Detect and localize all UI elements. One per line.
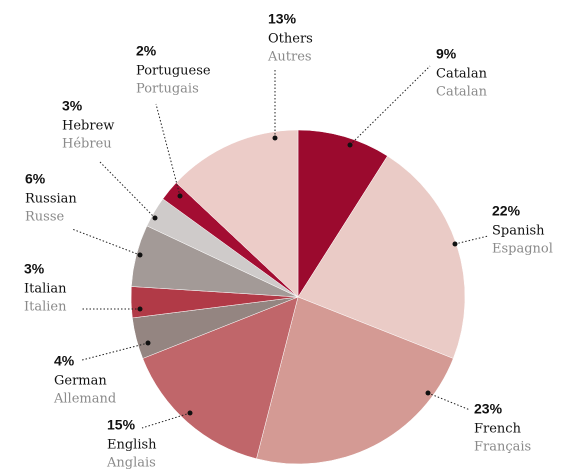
percent-label: 22% xyxy=(492,203,521,219)
leader-dot xyxy=(152,215,158,221)
percent-label: 15% xyxy=(107,417,136,433)
leader-dot xyxy=(177,193,183,199)
leader-line xyxy=(99,161,156,219)
category-label: French xyxy=(474,422,522,437)
leader-dot xyxy=(137,252,143,258)
percent-label: 4% xyxy=(54,353,75,369)
category-label: Italian xyxy=(24,282,67,297)
percent-label: 9% xyxy=(436,46,457,62)
category-label: Catalan xyxy=(436,67,488,82)
category-label: Portuguese xyxy=(136,64,211,79)
leader-dot xyxy=(137,306,143,312)
category-label-fr: Hébreu xyxy=(62,137,112,152)
pie-slice xyxy=(256,296,454,465)
category-label: German xyxy=(54,374,107,389)
percent-label: 13% xyxy=(268,11,297,27)
pie-slice xyxy=(175,129,299,298)
leader-line xyxy=(141,412,191,429)
category-label: Spanish xyxy=(492,224,545,239)
leader-line xyxy=(349,65,431,146)
percent-label: 3% xyxy=(62,98,83,114)
category-label-fr: Portugais xyxy=(136,82,199,97)
leader-dot xyxy=(187,410,193,416)
category-label: Others xyxy=(268,32,313,47)
leader-line xyxy=(71,228,141,256)
category-label: Russian xyxy=(25,192,77,207)
category-label-fr: Anglais xyxy=(106,456,156,471)
category-label-fr: Russe xyxy=(25,210,65,225)
category-label-fr: Catalan xyxy=(436,85,488,100)
leader-dot xyxy=(425,390,431,396)
category-label-fr: Autres xyxy=(267,50,312,65)
leader-dot xyxy=(452,241,458,247)
category-label: English xyxy=(107,438,157,453)
leader-dot xyxy=(347,142,353,148)
category-label: Hebrew xyxy=(62,119,114,134)
leader-dot xyxy=(145,340,151,346)
pie-slice xyxy=(297,129,388,298)
percent-label: 23% xyxy=(474,401,503,417)
leader-dot xyxy=(272,135,278,141)
percent-label: 6% xyxy=(25,171,46,187)
category-label-fr: Français xyxy=(474,440,531,455)
pie-slice xyxy=(142,296,299,460)
category-label-fr: Espagnol xyxy=(492,242,553,257)
leader-line xyxy=(427,392,471,411)
leader-line xyxy=(454,235,489,245)
category-label-fr: Allemand xyxy=(53,392,116,407)
category-label-fr: Italien xyxy=(24,300,67,315)
percent-label: 2% xyxy=(136,43,157,59)
percent-label: 3% xyxy=(24,261,45,277)
leader-line xyxy=(155,103,181,197)
leader-line xyxy=(81,342,149,361)
